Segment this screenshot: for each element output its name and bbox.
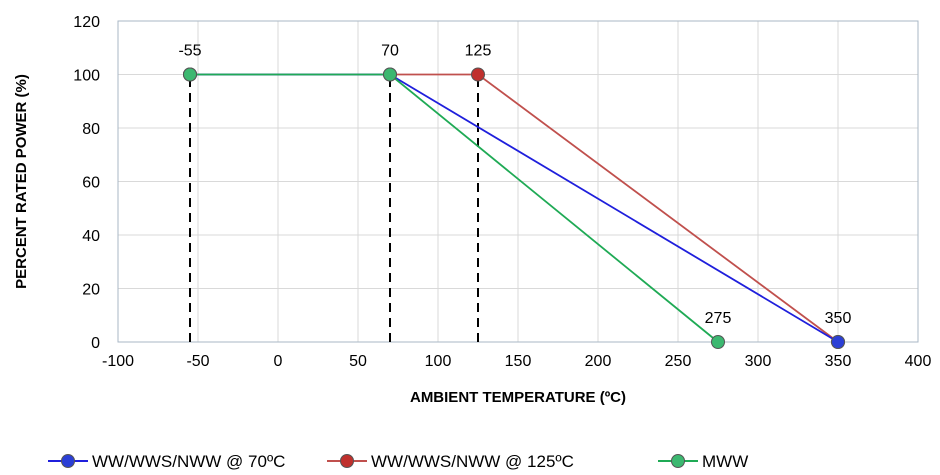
- data-label: 275: [705, 310, 732, 327]
- y-tick-label: 120: [73, 14, 100, 31]
- x-tick-label: -100: [102, 353, 134, 370]
- reference-lines: [189, 74, 479, 342]
- series-line: [190, 73, 719, 343]
- legend: WW/WWS/NWW @ 70ºC WW/WWS/NWW @ 125ºC MWW: [48, 452, 748, 471]
- series-markers: [183, 67, 845, 349]
- series-lines: [190, 73, 839, 343]
- x-tick-label: 0: [274, 353, 283, 370]
- data-label: 125: [465, 43, 492, 60]
- x-tick-label: 350: [825, 353, 852, 370]
- x-tick-label: 400: [905, 353, 932, 370]
- data-point: [183, 67, 197, 82]
- legend-swatch-marker: [61, 454, 75, 468]
- data-point: [711, 335, 725, 349]
- x-tick-label: 50: [349, 353, 367, 370]
- data-labels: -55 70 125 275 350: [178, 43, 851, 328]
- tick-labels: -100 -50 0 50 100 150 200 250 300 350 400 0 20 40 60 80…: [73, 14, 931, 370]
- y-tick-label: 0: [91, 335, 100, 352]
- legend-label: WW/WWS/NWW @ 125ºC: [371, 452, 574, 471]
- plot-border: [117, 20, 919, 343]
- x-tick-label: 150: [505, 353, 532, 370]
- x-tick-label: 100: [425, 353, 452, 370]
- y-tick-label: 60: [82, 175, 100, 192]
- series-line: [190, 73, 839, 343]
- x-tick-label: 300: [745, 353, 772, 370]
- legend-swatch-marker: [340, 454, 354, 468]
- gridlines: [117, 20, 919, 343]
- legend-label: MWW: [702, 452, 748, 471]
- y-tick-label: 20: [82, 282, 100, 299]
- x-tick-label: -50: [186, 353, 209, 370]
- x-tick-label: 200: [585, 353, 612, 370]
- legend-label: WW/WWS/NWW @ 70ºC: [92, 452, 285, 471]
- plot-area: [117, 20, 919, 343]
- y-tick-label: 40: [82, 228, 100, 245]
- x-tick-label: 250: [665, 353, 692, 370]
- data-point: [471, 67, 485, 82]
- y-tick-label: 80: [82, 121, 100, 138]
- data-label: -55: [178, 43, 201, 60]
- y-tick-label: 100: [73, 68, 100, 85]
- data-point: [383, 67, 397, 82]
- y-axis-title: PERCENT RATED POWER (%): [13, 74, 30, 289]
- series-line: [190, 73, 839, 343]
- data-label: 70: [381, 43, 399, 60]
- data-label: 350: [825, 310, 852, 327]
- x-axis-title: AMBIENT TEMPERATURE (ºC): [410, 389, 626, 406]
- data-point: [831, 335, 845, 349]
- legend-swatch-marker: [671, 454, 685, 468]
